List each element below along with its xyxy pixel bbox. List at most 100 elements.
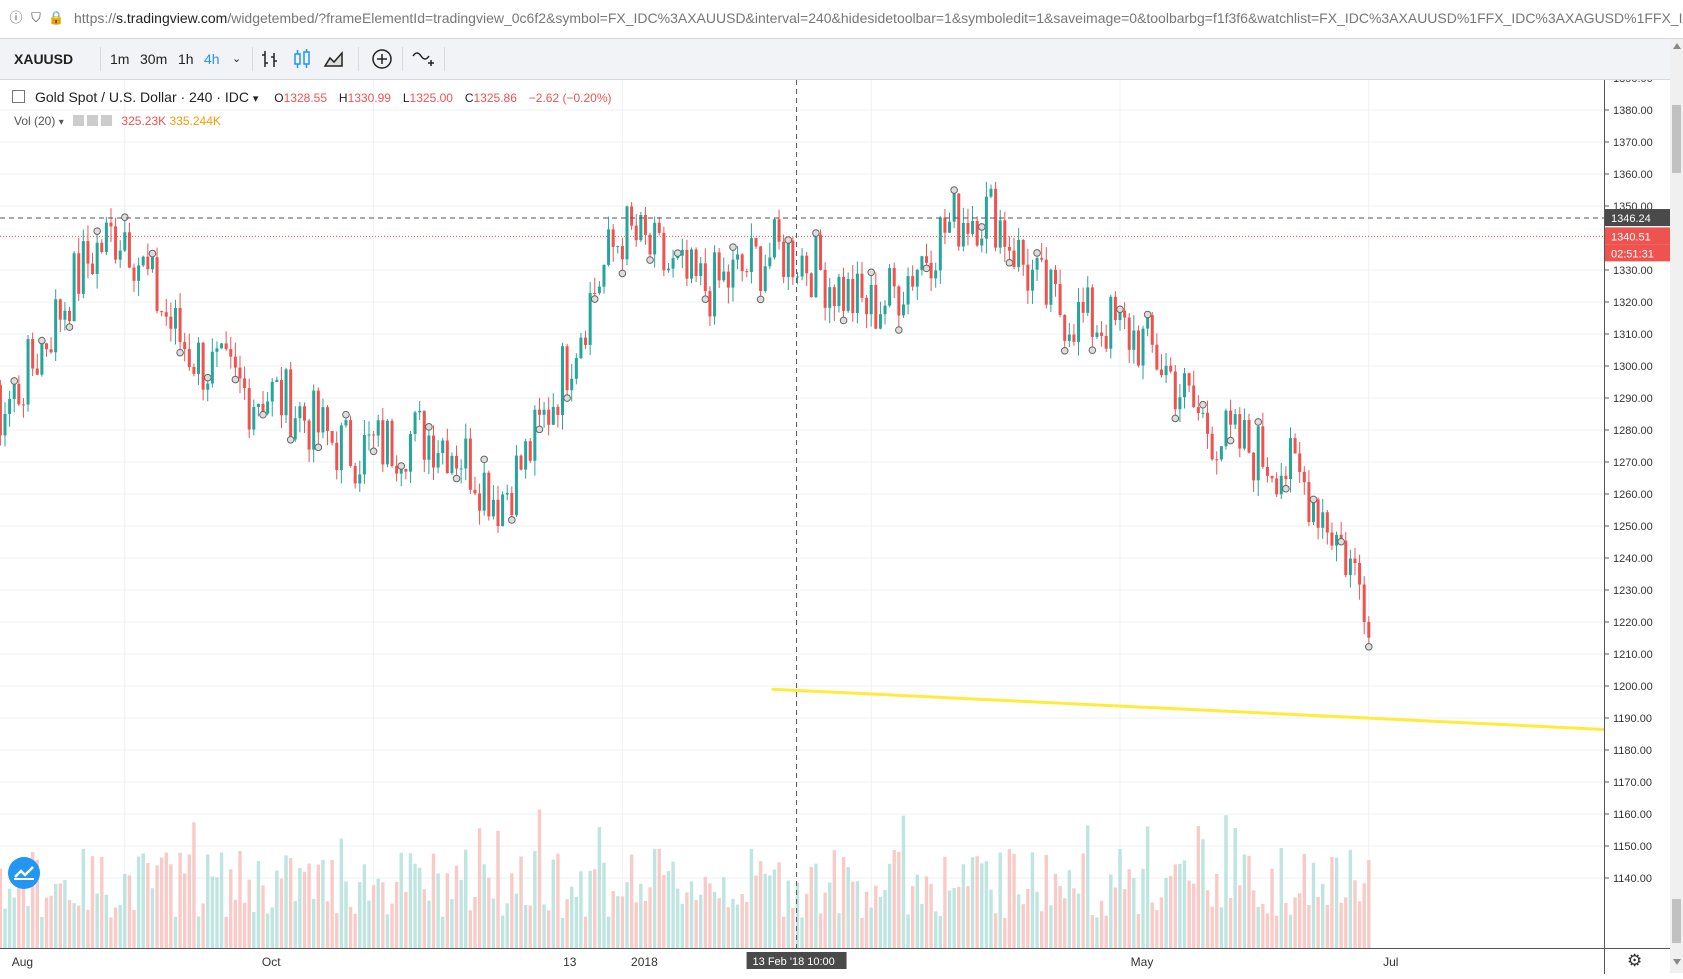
interval-30m[interactable]: 30m — [140, 51, 168, 67]
volume-bar — [339, 838, 344, 948]
scrollbar-thumb-lower[interactable] — [1672, 899, 1681, 943]
volume-bar — [1201, 839, 1205, 948]
price-axis[interactable]: 1390.001380.001370.001360.001350.001340.… — [1604, 73, 1671, 948]
volume-bar — [758, 861, 763, 948]
pattern-marker — [590, 295, 599, 303]
candle — [616, 245, 620, 247]
trend-line[interactable] — [771, 687, 1604, 791]
candle — [224, 343, 228, 350]
price-tick-label: 1320.00 — [1613, 297, 1653, 309]
candle — [150, 257, 154, 270]
volume-bar — [1210, 906, 1214, 948]
compare-add-icon[interactable] — [370, 47, 394, 71]
candle — [349, 420, 353, 466]
candle — [745, 271, 749, 273]
candle — [1077, 301, 1081, 342]
time-axis[interactable]: AugOct132018MayJulSepNov2019MarMayJul13 … — [0, 948, 1651, 974]
interval-1m[interactable]: 1m — [110, 51, 130, 67]
candle — [533, 409, 537, 461]
collapse-legend-icon[interactable] — [12, 90, 25, 103]
candle — [431, 435, 435, 468]
interval-dropdown-icon[interactable]: ⌄ — [232, 53, 242, 65]
candle — [869, 284, 873, 315]
info-icon[interactable]: ⓘ — [9, 10, 23, 25]
candle — [1325, 512, 1329, 533]
price-chart-canvas[interactable] — [0, 80, 1604, 948]
volume-bar — [500, 915, 505, 948]
scrollbar-thumb[interactable] — [1672, 105, 1681, 173]
visibility-icon[interactable] — [73, 115, 85, 126]
volume-bar — [579, 871, 583, 948]
gear-icon[interactable]: ⚙ — [1627, 951, 1643, 970]
shield-icon[interactable]: ⛉ — [31, 10, 41, 25]
chevron-down-icon[interactable]: ▾ — [58, 117, 64, 128]
chevron-down-icon[interactable]: ▾ — [252, 93, 259, 105]
chart-pane[interactable]: Gold Spot / U.S. Dollar · 240 · IDC ▾ O1… — [0, 80, 1604, 948]
candle — [1335, 534, 1339, 546]
volume-bar — [970, 857, 975, 948]
candle — [40, 343, 44, 375]
candle — [786, 240, 790, 277]
candle — [330, 431, 334, 443]
url-field[interactable]: https://s.tradingview.com/widgetembed/?f… — [74, 10, 1683, 26]
close-icon[interactable] — [101, 115, 113, 126]
indicators-icon[interactable] — [410, 47, 436, 71]
candle — [883, 305, 887, 315]
bar-style-icon[interactable] — [258, 47, 282, 71]
volume-bar — [855, 881, 860, 948]
candle — [1030, 269, 1034, 291]
page-scrollbar[interactable] — [1670, 39, 1683, 973]
volume-bar — [611, 891, 615, 948]
interval-4h[interactable]: 4h — [204, 51, 220, 67]
volume-bar — [1321, 883, 1325, 948]
candle — [726, 271, 730, 288]
volume-bar — [1067, 870, 1072, 948]
candles-icon[interactable] — [290, 47, 314, 71]
candle — [233, 356, 237, 368]
pattern-marker — [895, 326, 903, 334]
candle — [3, 413, 7, 436]
scroll-down-icon[interactable] — [1673, 959, 1681, 965]
scroll-up-icon[interactable] — [1673, 43, 1681, 49]
volume-bar — [7, 888, 12, 948]
volume-bar — [901, 815, 906, 948]
price-tick-label: 1370.00 — [1613, 137, 1653, 149]
volume-bar — [1145, 826, 1150, 948]
volume-bar — [625, 882, 629, 948]
candle — [865, 297, 869, 315]
candle — [713, 252, 717, 317]
tradingview-logo-icon[interactable] — [8, 857, 40, 889]
candle — [307, 420, 311, 450]
candle — [238, 367, 242, 379]
interval-1h[interactable]: 1h — [178, 51, 194, 67]
volume-bar — [989, 889, 993, 948]
candle — [1316, 499, 1320, 528]
candle — [519, 455, 523, 470]
volume-bar — [1141, 868, 1145, 948]
candle — [404, 468, 408, 472]
legend-low-label: L — [402, 91, 410, 105]
chart-settings[interactable]: ⚙ — [1604, 948, 1671, 974]
pattern-marker — [563, 394, 571, 402]
volume-bar — [1284, 902, 1288, 948]
area-chart-icon[interactable] — [322, 47, 346, 71]
candle — [1141, 328, 1145, 366]
candle — [1118, 310, 1122, 321]
volume-bar — [63, 879, 67, 948]
candle — [1136, 330, 1140, 366]
candle — [846, 278, 850, 311]
candle — [708, 291, 712, 317]
volume-bar — [1261, 903, 1265, 948]
volume-bar — [77, 905, 81, 948]
volume-bar — [1164, 878, 1168, 948]
pattern-marker — [148, 249, 157, 258]
price-tick-label: 1220.00 — [1613, 617, 1653, 629]
price-tick-label: 1190.00 — [1613, 713, 1652, 725]
candle — [1155, 344, 1159, 370]
candle — [570, 378, 574, 391]
symbol-search[interactable]: XAUUSD — [14, 51, 74, 67]
volume-label: Vol (20) — [14, 114, 56, 128]
settings-icon[interactable] — [87, 115, 99, 126]
volume-bar — [1256, 906, 1260, 948]
candle — [160, 311, 164, 313]
